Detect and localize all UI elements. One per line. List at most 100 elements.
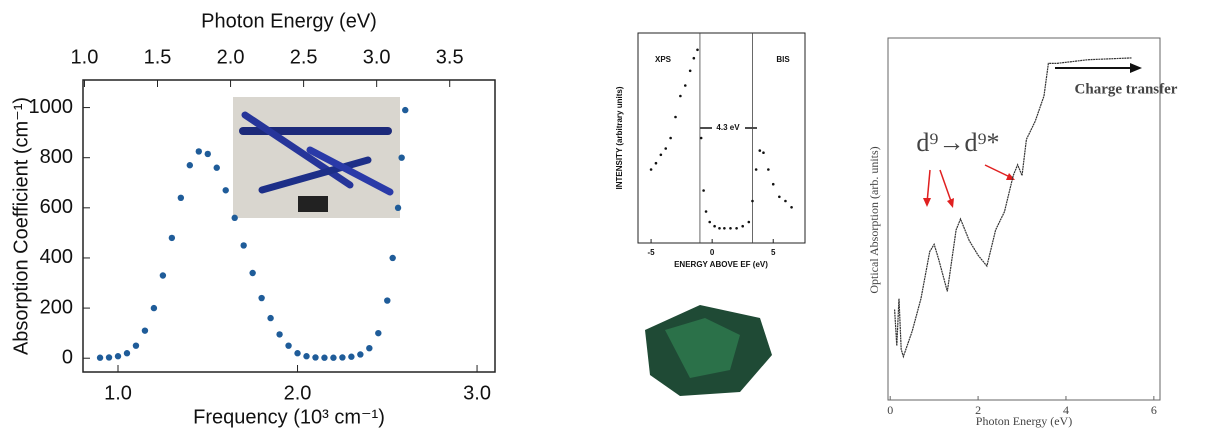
data-point xyxy=(402,106,409,114)
data-point xyxy=(375,329,382,337)
data-point xyxy=(741,224,744,228)
x-axis-label: Photon Energy (eV) xyxy=(976,414,1072,428)
data-point xyxy=(222,187,229,194)
y-axis-label: INTENSITY (arbitrary units) xyxy=(615,86,624,189)
annotation: XPS xyxy=(655,55,672,64)
x2-tick-label: 2.5 xyxy=(290,46,318,68)
data-point xyxy=(303,353,310,360)
data-point xyxy=(195,148,202,155)
data-point xyxy=(123,350,131,357)
annotation: BIS xyxy=(776,55,790,64)
data-point xyxy=(321,354,328,361)
data-point xyxy=(366,344,373,352)
y-tick-label: 1000 xyxy=(29,96,74,118)
y-axis-label: Optical Absorption (arb. units) xyxy=(867,146,881,293)
data-point xyxy=(348,353,355,360)
data-point xyxy=(718,227,721,230)
x2-tick-label: 2.0 xyxy=(217,46,245,68)
data-point xyxy=(276,331,283,338)
data-point xyxy=(704,210,708,213)
data-point xyxy=(330,354,337,361)
x-tick-label: 2.0 xyxy=(284,382,312,404)
data-point xyxy=(339,354,346,361)
annotation: 4.3 eV xyxy=(716,123,740,132)
plot-frame xyxy=(637,32,806,244)
x-tick-label: -5 xyxy=(648,248,656,257)
data-point xyxy=(168,234,176,242)
data-point xyxy=(659,153,663,157)
data-point xyxy=(150,304,158,312)
data-point xyxy=(674,115,677,119)
annotation-arrows xyxy=(700,63,1142,208)
data-point xyxy=(699,136,703,140)
data-point xyxy=(249,269,256,277)
x-tick-label: 4 xyxy=(1063,403,1069,417)
y-axis-label: Absorption Coefficient (cm⁻¹) xyxy=(10,97,32,355)
x-tick-label: 6 xyxy=(1151,403,1157,417)
data-point xyxy=(679,94,682,98)
data-point xyxy=(664,147,668,150)
data-point xyxy=(384,297,391,304)
x-axis-label: Frequency (10³ cm⁻¹) xyxy=(193,406,385,428)
data-point xyxy=(747,220,751,224)
data-point xyxy=(132,342,140,349)
annotation: Charge transfer xyxy=(1075,81,1178,97)
x2-tick-label: 3.5 xyxy=(436,46,464,68)
x-axis-label: ENERGY ABOVE EF (eV) xyxy=(674,260,768,269)
crystal-photo xyxy=(645,305,772,396)
x-tick-label: 2 xyxy=(975,403,981,417)
x-tick-label: 3.0 xyxy=(463,382,491,404)
x2-tick-label: 3.0 xyxy=(363,46,391,68)
data-point xyxy=(729,227,732,230)
plot-frame xyxy=(82,79,496,373)
data-point xyxy=(688,69,692,73)
data-point xyxy=(394,204,402,212)
x2-tick-label: 1.0 xyxy=(71,46,99,68)
data-point xyxy=(702,189,705,192)
data-point xyxy=(141,327,149,334)
data-point xyxy=(784,199,787,203)
data-point xyxy=(767,168,770,171)
data-point xyxy=(754,168,758,171)
data-point xyxy=(713,224,716,228)
data-line xyxy=(893,57,1132,359)
y-tick-label: 600 xyxy=(40,196,73,218)
data-point xyxy=(258,294,265,302)
data-point xyxy=(669,136,672,140)
data-point xyxy=(696,48,699,52)
data-point xyxy=(105,354,113,361)
data-point xyxy=(771,182,775,186)
data-point xyxy=(231,214,238,222)
data-point xyxy=(649,168,653,171)
data-point xyxy=(96,354,104,361)
data-point xyxy=(389,254,396,262)
data-point xyxy=(762,151,765,154)
data-point xyxy=(285,342,292,349)
data-point xyxy=(267,314,274,322)
data-point xyxy=(778,195,781,199)
data-point xyxy=(654,161,658,165)
data-point xyxy=(114,353,122,360)
y-tick-label: 200 xyxy=(40,296,73,318)
y-tick-label: 400 xyxy=(40,246,73,268)
data-point xyxy=(204,150,211,158)
x2-tick-label: 1.5 xyxy=(144,46,172,68)
data-point xyxy=(177,194,185,202)
data-point xyxy=(159,272,167,279)
y-tick-label: 800 xyxy=(40,146,73,168)
x-tick-label: 0 xyxy=(887,403,893,417)
y-tick-label: 0 xyxy=(62,346,73,368)
data-point xyxy=(751,199,754,203)
data-point xyxy=(708,220,712,224)
x-tick-label: 1.0 xyxy=(104,382,132,404)
data-point xyxy=(723,227,726,230)
annotation: d⁹→d⁹* xyxy=(916,128,999,157)
data-point xyxy=(312,354,319,361)
data-point xyxy=(186,162,194,169)
inset-photo xyxy=(233,97,400,218)
data-point xyxy=(240,242,247,249)
data-point xyxy=(790,206,793,209)
data-point xyxy=(735,227,738,230)
data-point xyxy=(357,351,364,358)
